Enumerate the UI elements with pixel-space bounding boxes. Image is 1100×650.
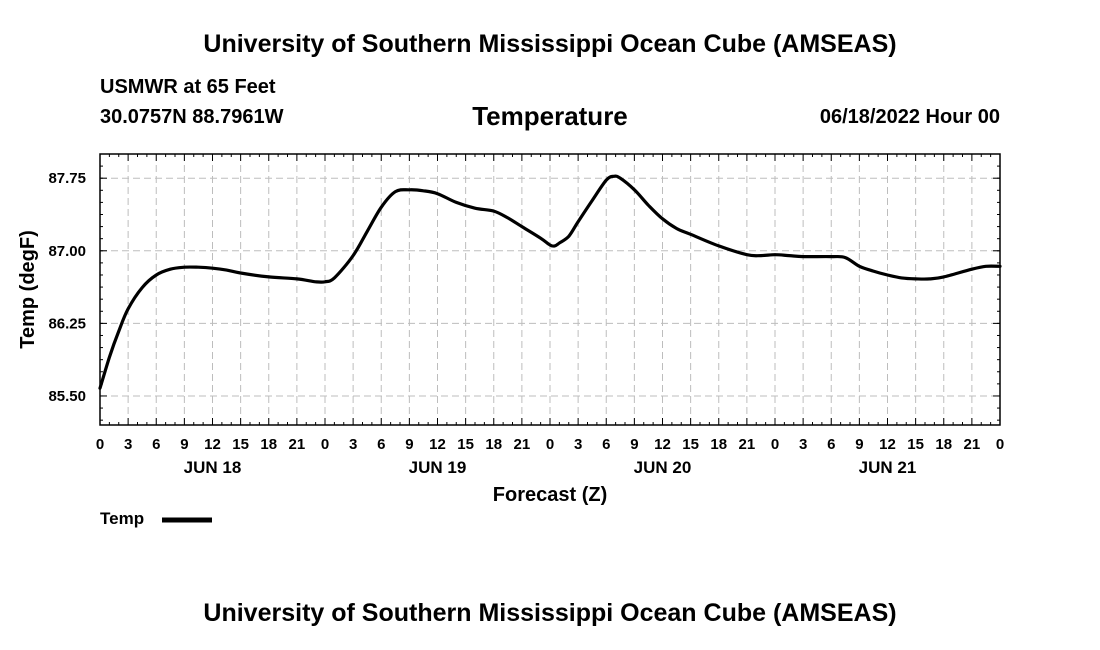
y-tick-label: 85.50: [48, 388, 86, 405]
x-tick-label: 0: [996, 436, 1004, 453]
x-axis-title: Forecast (Z): [493, 484, 607, 506]
x-tick-label: 9: [630, 436, 638, 453]
x-tick-label: 0: [546, 436, 554, 453]
x-tick-label: 6: [602, 436, 610, 453]
x-tick-label: 3: [574, 436, 582, 453]
x-tick-label: 3: [124, 436, 132, 453]
footer-title: University of Southern Mississippi Ocean…: [203, 599, 897, 627]
x-tick-label: 15: [457, 436, 474, 453]
day-label: JUN 19: [409, 458, 467, 477]
x-tick-label: 6: [152, 436, 160, 453]
variable-title: Temperature: [472, 101, 628, 131]
day-label: JUN 21: [859, 458, 917, 477]
x-tick-label: 12: [879, 436, 896, 453]
coordinates-label: 30.0757N 88.7961W: [100, 106, 284, 128]
x-tick-label: 0: [771, 436, 779, 453]
x-tick-label: 9: [855, 436, 863, 453]
axis-labels: 0 3 6 9 12 15 18 21 0 3 6 9 12 15 18 21 0 3 6 9 12 15 18 21 0 3 6 9…: [17, 170, 1004, 506]
x-tick-label: 18: [485, 436, 502, 453]
x-tick-label: 15: [907, 436, 924, 453]
x-tick-label: 21: [289, 436, 306, 453]
x-tick-label: 9: [405, 436, 413, 453]
day-label: JUN 20: [634, 458, 692, 477]
series-layer: [98, 174, 1002, 390]
y-tick-label: 87.75: [48, 170, 86, 187]
x-tick-label: 3: [349, 436, 357, 453]
x-tick-label: 6: [827, 436, 835, 453]
x-tick-label: 18: [935, 436, 952, 453]
grid: [100, 154, 1000, 425]
x-tick-label: 12: [204, 436, 221, 453]
forecast-datetime: 06/18/2022 Hour 00: [819, 106, 1000, 128]
x-tick-label: 3: [799, 436, 807, 453]
day-label: JUN 18: [184, 458, 242, 477]
x-tick-label: 21: [964, 436, 981, 453]
x-tick-label: 18: [710, 436, 727, 453]
x-tick-label: 15: [682, 436, 699, 453]
x-tick-label: 18: [260, 436, 277, 453]
x-tick-label: 12: [429, 436, 446, 453]
x-tick-label: 15: [232, 436, 249, 453]
y-tick-label: 86.25: [48, 315, 86, 332]
series-line-temp: [98, 174, 1002, 390]
x-tick-label: 6: [377, 436, 385, 453]
x-tick-label: 0: [96, 436, 104, 453]
plot-frame: [99, 153, 1001, 426]
legend-label-temp: Temp: [100, 509, 145, 528]
chart-title: University of Southern Mississippi Ocean…: [203, 30, 897, 58]
x-tick-label: 21: [514, 436, 531, 453]
y-axis-title: Temp (degF): [17, 230, 39, 349]
x-tick-label: 9: [180, 436, 188, 453]
x-tick-label: 21: [739, 436, 756, 453]
station-label: USMWR at 65 Feet: [100, 76, 276, 98]
y-tick-label: 87.00: [48, 243, 86, 260]
x-tick-label: 0: [321, 436, 329, 453]
x-tick-label: 12: [654, 436, 671, 453]
